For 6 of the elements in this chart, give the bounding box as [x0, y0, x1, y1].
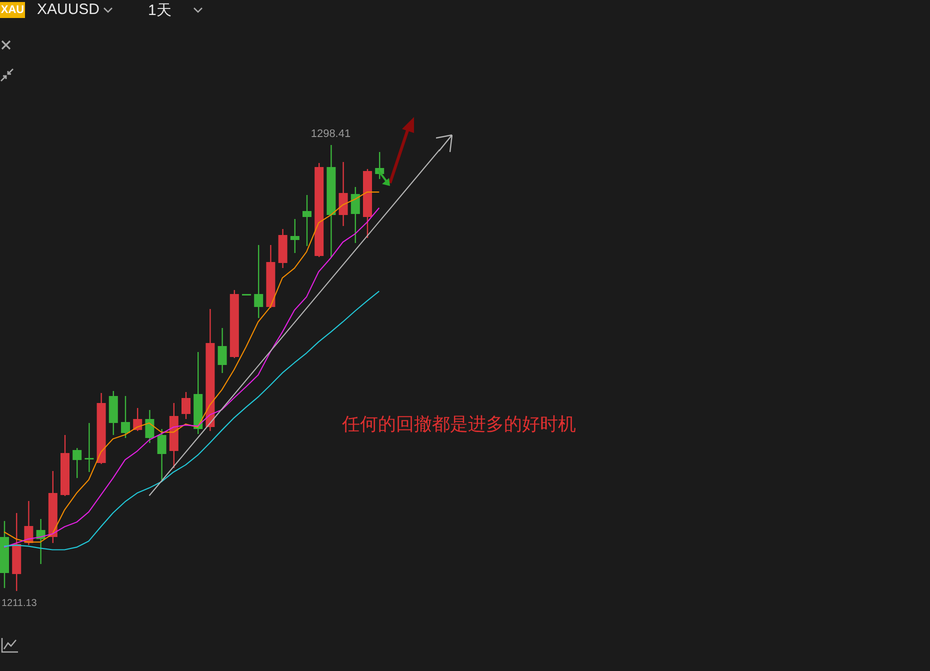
- currency-badge: XAU: [0, 2, 25, 18]
- annotation: 1298.41: [310, 128, 351, 140]
- annotation: 1211.13: [1, 598, 38, 609]
- chart-title: XAUUSD: [37, 1, 100, 18]
- chart-subtitle: 1天: [148, 1, 172, 20]
- annotation: 任何的回撤都是进多的好时机: [342, 413, 576, 436]
